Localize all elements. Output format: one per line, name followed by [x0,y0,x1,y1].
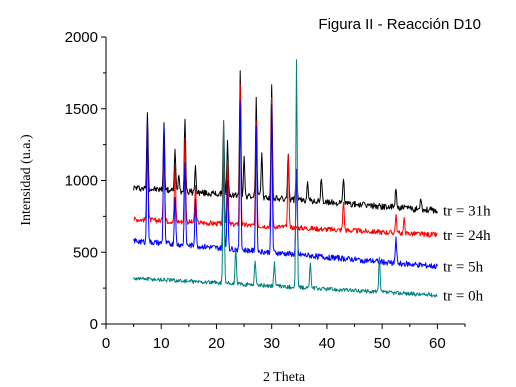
chart-title: Figura II - Reacción D10 [318,16,481,33]
y-tick-label: 1500 [65,101,98,118]
x-tick-label: 60 [429,335,446,352]
x-ticks: 0 10 20 30 40 50 60 [102,324,466,352]
y-axis-label: Intensidad (u.a.) [19,134,34,226]
series-label-4: tr = 0h [443,288,484,304]
x-tick-label: 40 [319,335,336,352]
series-line-4 [133,59,438,298]
series-line-3 [133,100,438,270]
series-line-1 [133,70,438,214]
y-tick-label: 2000 [65,29,98,46]
x-tick-label: 0 [102,335,110,352]
series-line-2 [133,84,438,238]
y-tick-label: 0 [90,316,98,333]
series-label-1: tr = 31h [443,204,491,220]
y-tick-label: 500 [73,244,98,261]
series-label-2: tr = 24h [443,228,491,244]
x-axis-label: 2 Theta [263,370,306,385]
x-tick-label: 20 [208,335,225,352]
y-tick-label: 1000 [65,173,98,190]
series-layer [133,59,438,298]
x-tick-label: 50 [374,335,391,352]
x-tick-label: 30 [263,335,280,352]
series-label-3: tr = 5h [443,260,484,276]
y-ticks: 0 500 1000 1500 2000 [65,29,106,333]
x-tick-label: 10 [153,335,170,352]
legend: tr = 31h tr = 24h tr = 5h tr = 0h [443,204,491,305]
